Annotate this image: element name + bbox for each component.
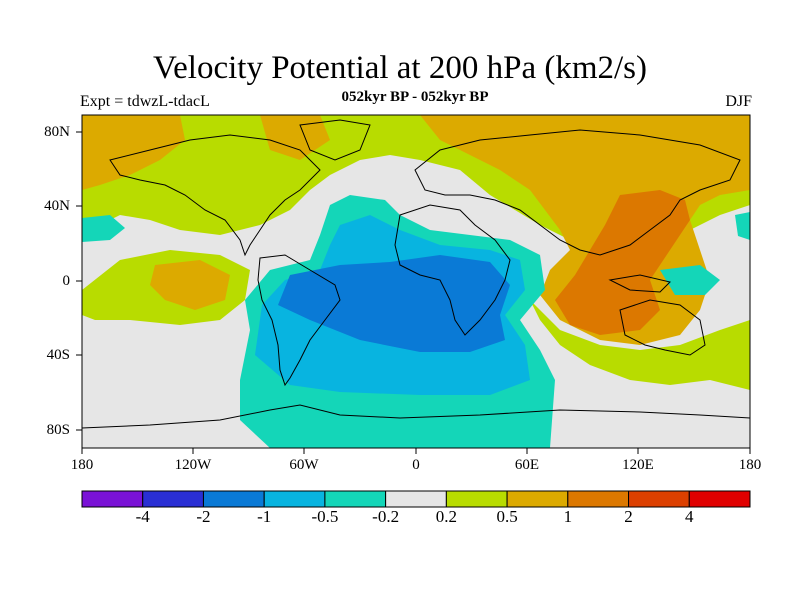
- lon-label-180e: 180: [738, 457, 762, 473]
- lat-label-80n: 80N: [44, 124, 70, 140]
- colorbar-label: -4: [135, 507, 150, 526]
- coast-indonesia: [608, 274, 671, 293]
- lon-label-60w: 60W: [289, 457, 319, 473]
- colorbar-label: 2: [624, 507, 633, 526]
- coast-antarctica: [82, 404, 750, 429]
- lat-label-0: 0: [62, 273, 71, 289]
- patch-orange-north-pacific: [82, 115, 185, 190]
- colorbar-label: -0.2: [372, 507, 400, 526]
- chart-title: Velocity Potential at 200 hPa (km2/s): [152, 50, 648, 86]
- patch-darkorange-indopacific: [555, 190, 690, 335]
- lat-label-80s: 80S: [46, 422, 70, 438]
- coast-north-america: [109, 134, 321, 257]
- lon-label-0: 0: [412, 457, 420, 473]
- colorbar-label: 4: [685, 507, 694, 526]
- coast-greenland: [299, 119, 371, 161]
- region-negative-blue-core: [278, 255, 510, 352]
- colorbar-swatch: [506, 490, 569, 508]
- lon-label-60e: 60E: [514, 457, 540, 473]
- season-label: DJF: [725, 93, 752, 110]
- patch-teal-east-edge: [735, 212, 750, 240]
- chart-subtitle: 052kyr BP - 052kyr BP: [341, 89, 489, 105]
- lat-ticks: [76, 131, 751, 454]
- colorbar-swatch: [324, 490, 387, 508]
- colorbar-swatch: [263, 490, 326, 508]
- colorbar: [81, 490, 751, 508]
- lon-label-120e: 120E: [622, 457, 654, 473]
- velocity-potential-field: [82, 115, 750, 448]
- coast-africa: [394, 204, 511, 336]
- patch-orange-asia: [420, 115, 750, 345]
- band-positive-south: [530, 300, 750, 390]
- coast-australia: [619, 299, 706, 356]
- patch-teal-north-pacific-edge: [82, 215, 125, 242]
- colorbar-label: -2: [196, 507, 211, 526]
- patch-orange-central-pacific: [150, 260, 230, 310]
- colorbar-swatch: [567, 490, 630, 508]
- colorbar-swatch: [81, 490, 144, 508]
- lon-label-120w: 120W: [174, 457, 212, 473]
- colorbar-swatch: [628, 490, 690, 508]
- colorbar-swatch: [688, 490, 751, 508]
- colorbar-label: 0.2: [435, 507, 457, 526]
- colorbar-label: -0.5: [311, 507, 339, 526]
- lat-label-40n: 40N: [44, 198, 70, 214]
- colorbar-label: 1: [563, 507, 573, 526]
- colorbar-swatch: [385, 490, 447, 508]
- lon-label-180w: 180: [70, 457, 94, 473]
- lat-label-40s: 40S: [46, 347, 70, 363]
- colorbar-swatch: [445, 490, 508, 508]
- patch-teal-west-pacific: [660, 265, 720, 295]
- colorbar-label: -1: [257, 507, 272, 526]
- coast-eurasia: [414, 129, 741, 256]
- colorbar-swatch: [202, 490, 265, 508]
- coast-south-america: [257, 254, 341, 387]
- patch-orange-atlantic: [260, 115, 330, 160]
- colorbar-label: 0.5: [496, 507, 518, 526]
- experiment-label: Expt = tdwzL-tdacL: [80, 93, 210, 110]
- coastlines: [82, 119, 750, 429]
- colorbar-swatch: [142, 490, 204, 508]
